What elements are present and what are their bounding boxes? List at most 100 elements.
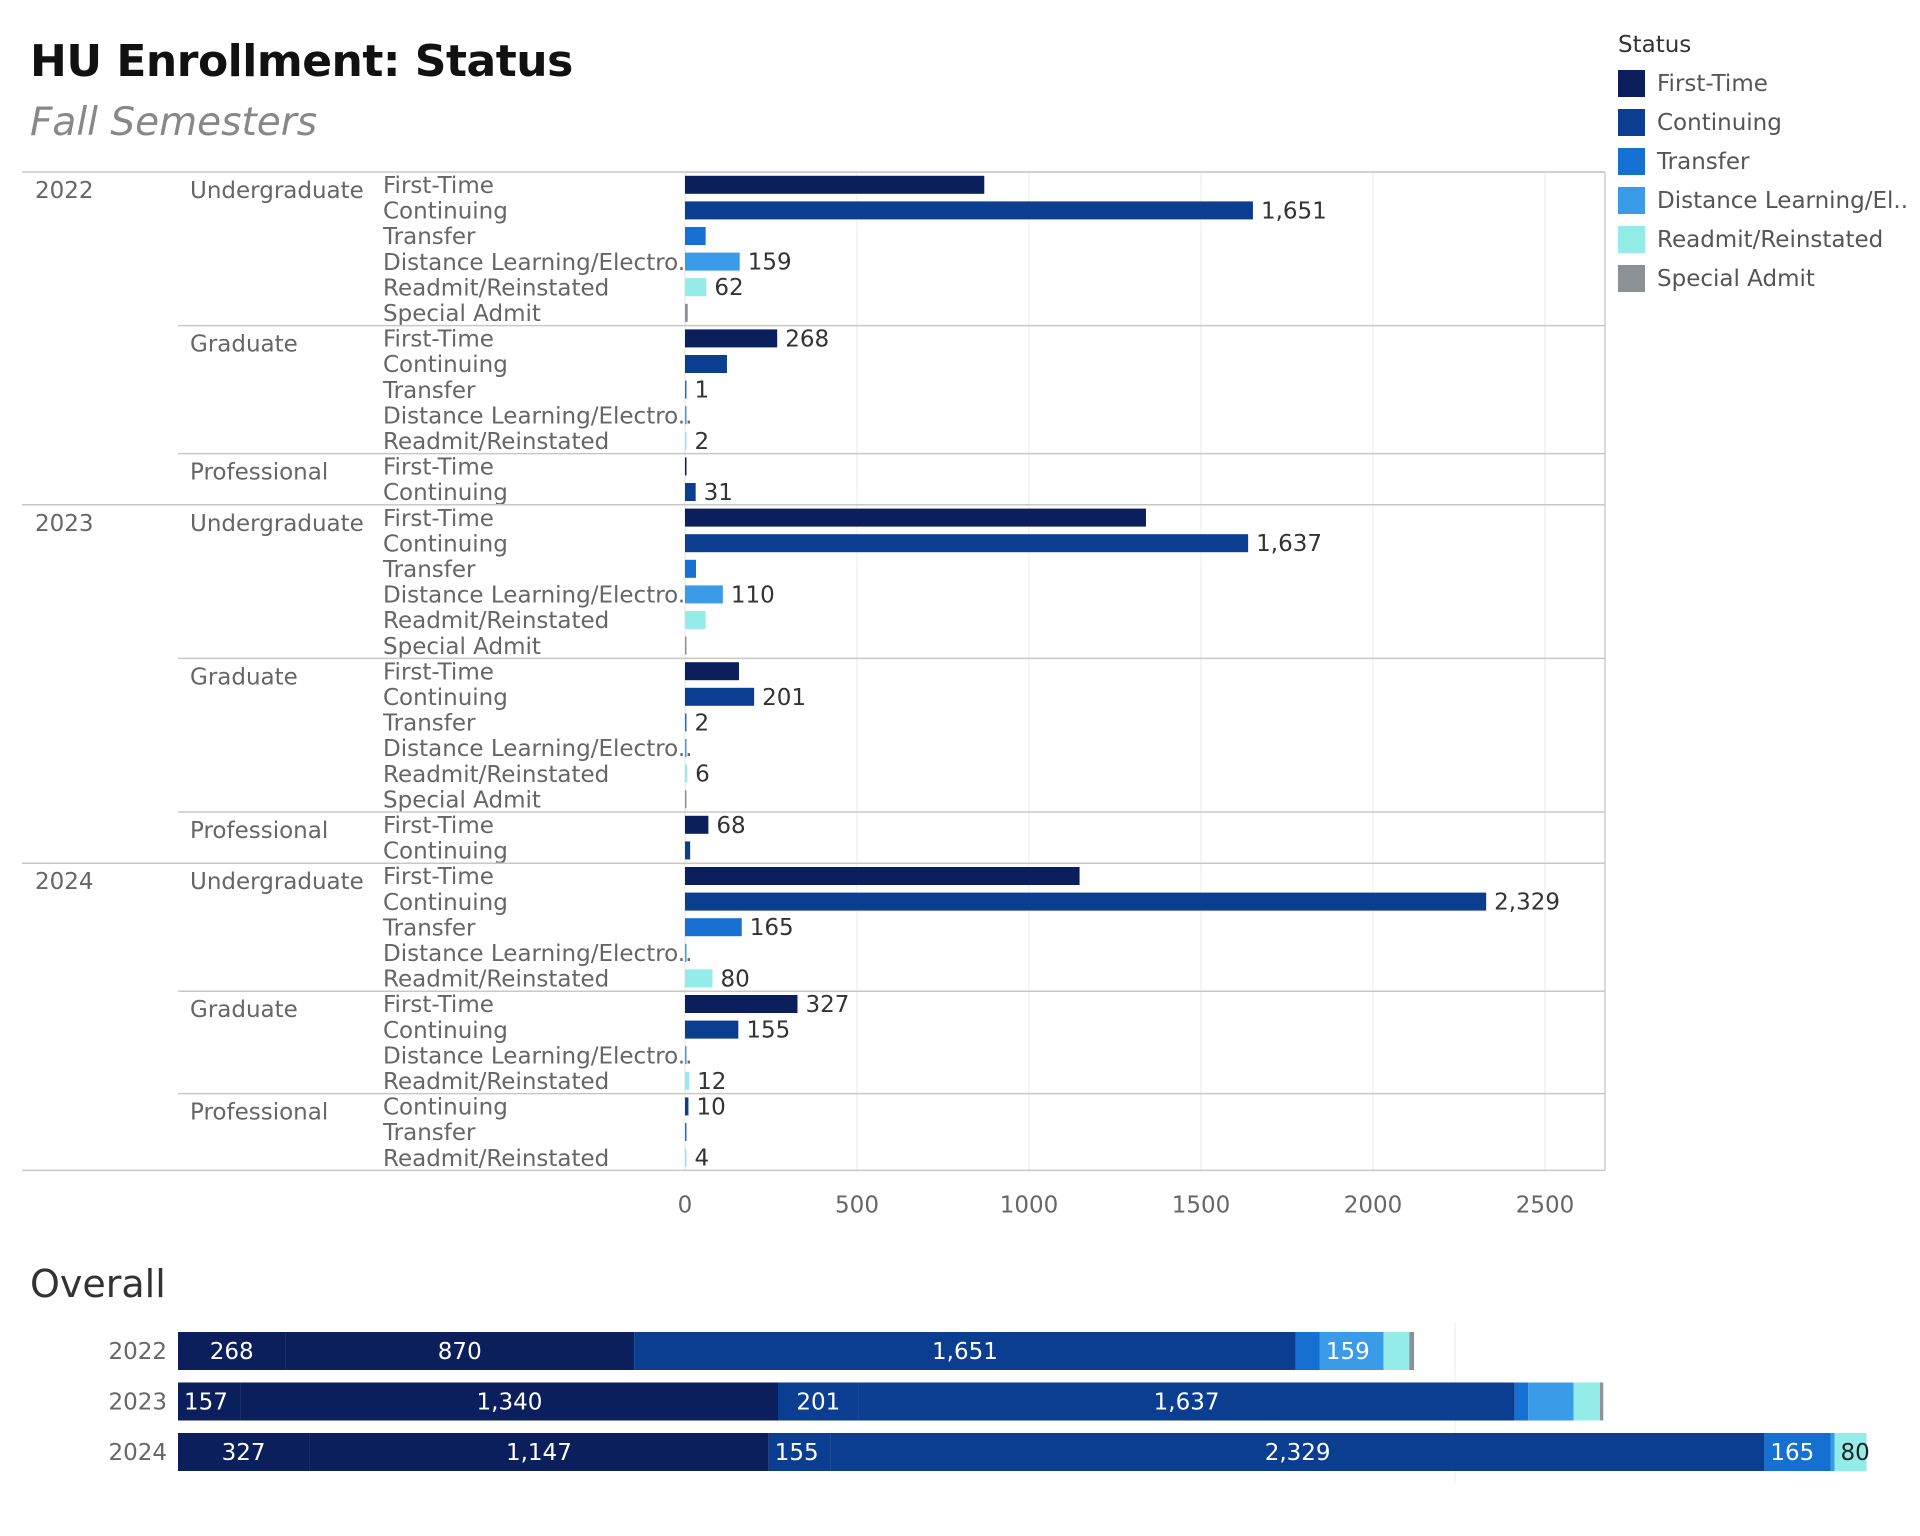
bar (685, 995, 798, 1013)
bar (685, 431, 687, 450)
overall-segment (240, 1382, 778, 1421)
status-label: First-Time (383, 864, 494, 890)
level-label: Undergraduate (190, 869, 364, 895)
overall-segment-label: 2,329 (1265, 1440, 1331, 1466)
bar (685, 201, 1253, 220)
year-label: 2024 (35, 869, 94, 895)
bar (685, 969, 713, 988)
bar-value-label: 62 (714, 275, 743, 301)
bar (685, 611, 706, 629)
bar (685, 636, 687, 655)
legend-label: First-Time (1657, 70, 1768, 97)
level-label: Professional (190, 460, 328, 486)
status-label: Special Admit (383, 301, 541, 327)
x-tick-label: 1500 (1172, 1192, 1231, 1218)
bar-value-label: 4 (695, 1146, 710, 1172)
status-label: Transfer (382, 378, 476, 404)
overall-segment (178, 1332, 286, 1370)
status-label: Transfer (382, 915, 476, 941)
status-label: Transfer (382, 557, 476, 583)
status-label: First-Time (383, 327, 494, 353)
legend-item[interactable]: First-Time (1618, 64, 1908, 103)
overall-segment-label: 157 (184, 1390, 228, 1416)
overall-segment (178, 1433, 310, 1471)
bar-value-label: 2 (695, 429, 710, 455)
status-label: Distance Learning/Electro.. (383, 736, 692, 762)
status-label: Transfer (382, 224, 476, 250)
overall-segment-label: 268 (210, 1339, 254, 1365)
status-label: Readmit/Reinstated (383, 1069, 609, 1095)
bar (685, 713, 687, 732)
overall-year-label: 2023 (108, 1390, 167, 1416)
overall-segment-label: 327 (222, 1440, 266, 1466)
bar (685, 1123, 687, 1141)
bar-value-label: 12 (697, 1069, 726, 1095)
bar (685, 406, 687, 425)
x-tick-label: 0 (678, 1192, 693, 1218)
x-tick-label: 2000 (1344, 1192, 1403, 1218)
bar-value-label: 10 (696, 1094, 725, 1120)
chart-title: HU Enrollment: Status (30, 36, 573, 87)
bar-value-label: 80 (721, 966, 750, 992)
year-label: 2023 (35, 511, 94, 537)
status-label: First-Time (383, 813, 494, 839)
bar (685, 790, 687, 809)
overall-segment (309, 1433, 769, 1471)
bar (685, 739, 687, 757)
status-label: Continuing (383, 1018, 508, 1044)
overall-segment (1319, 1332, 1384, 1370)
legend-item[interactable]: Transfer (1618, 142, 1908, 181)
chart-subtitle: Fall Semesters (30, 100, 318, 145)
status-label: Readmit/Reinstated (383, 275, 609, 301)
overall-segment-label: 165 (1770, 1440, 1814, 1466)
status-label: Special Admit (383, 787, 541, 813)
level-label: Undergraduate (190, 511, 364, 537)
legend-item[interactable]: Special Admit (1618, 259, 1908, 298)
overall-segment-label: 159 (1326, 1339, 1370, 1365)
bar (685, 764, 688, 783)
bar-value-label: 110 (731, 582, 775, 608)
overall-segment-label: 870 (438, 1339, 482, 1365)
overall-segment (1514, 1382, 1529, 1421)
legend-item[interactable]: Readmit/Reinstated (1618, 220, 1908, 259)
bar (685, 483, 696, 501)
bar-value-label: 31 (704, 480, 733, 506)
bar-value-label: 268 (785, 326, 829, 352)
overall-segment (1409, 1332, 1415, 1370)
overall-title: Overall (30, 1262, 166, 1306)
bar (685, 662, 740, 681)
bar (685, 1097, 689, 1116)
status-label: Continuing (383, 685, 508, 711)
status-label: Continuing (383, 531, 508, 557)
legend-item[interactable]: Continuing (1618, 103, 1908, 142)
bar-value-label: 2 (695, 710, 710, 736)
bar-value-label: 2,329 (1494, 890, 1560, 916)
legend-swatch (1618, 187, 1645, 214)
overall-segment (768, 1433, 831, 1471)
legend-swatch (1618, 226, 1645, 253)
status-label: Continuing (383, 890, 508, 916)
bar-value-label: 201 (762, 685, 806, 711)
overall-segment (858, 1382, 1515, 1421)
status-label: Readmit/Reinstated (383, 608, 609, 634)
status-label: Readmit/Reinstated (383, 429, 609, 455)
status-label: First-Time (383, 506, 494, 532)
legend-label: Readmit/Reinstated (1657, 226, 1884, 253)
legend-item[interactable]: Distance Learning/El.. (1618, 181, 1908, 220)
legend-swatch (1618, 70, 1645, 97)
overall-segment (1295, 1332, 1320, 1370)
bar-value-label: 1,637 (1256, 531, 1322, 557)
status-label: First-Time (383, 992, 494, 1018)
bar (685, 815, 709, 834)
overall-segment-label: 80 (1841, 1440, 1870, 1466)
bar (685, 1071, 690, 1090)
legend-items: First-Time Continuing Transfer Distance Lea… (1618, 64, 1908, 298)
level-label: Graduate (190, 997, 298, 1023)
bar-value-label: 165 (750, 915, 794, 941)
status-label: Readmit/Reinstated (383, 967, 609, 993)
bar (685, 329, 778, 348)
bar (685, 841, 691, 860)
bar (685, 457, 687, 476)
status-label: Readmit/Reinstated (383, 762, 609, 788)
status-label: First-Time (383, 173, 494, 199)
